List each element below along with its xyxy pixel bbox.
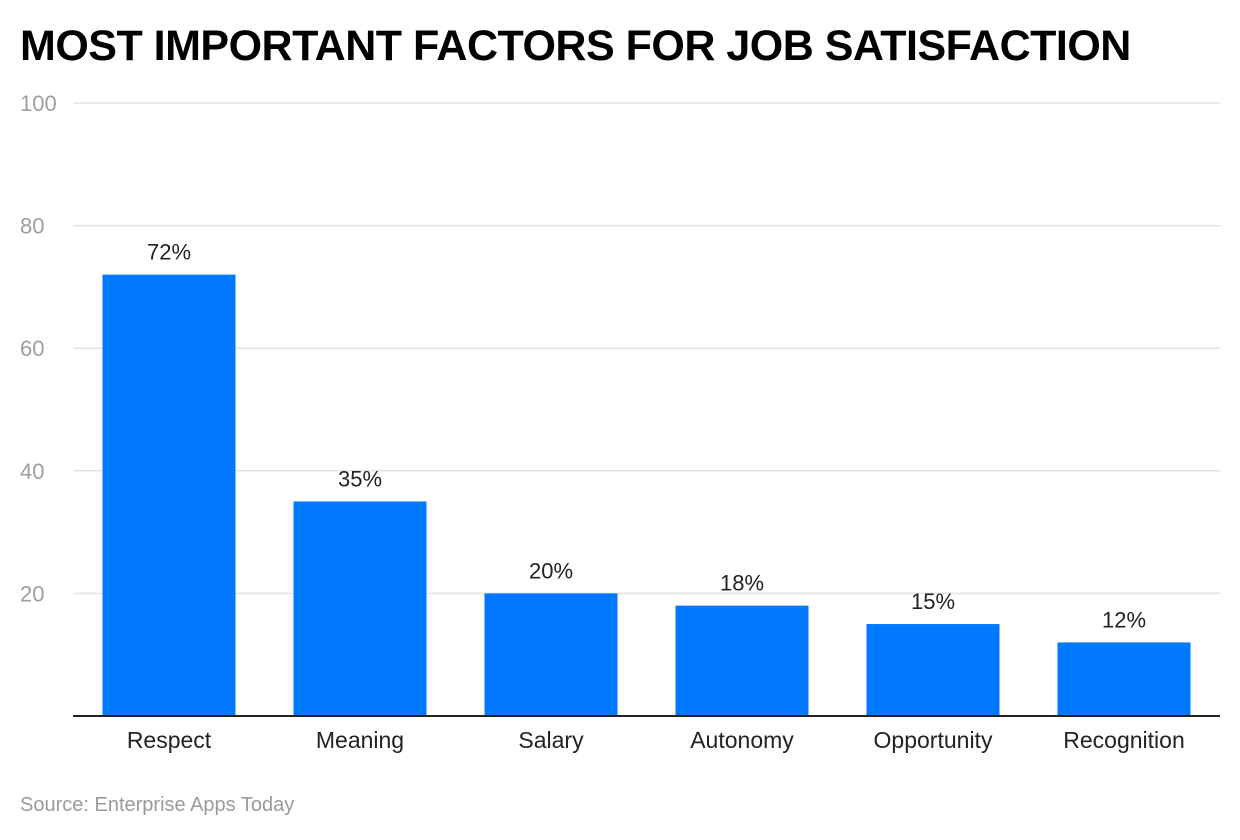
data-label: 35% (338, 466, 382, 491)
data-label: 15% (911, 589, 955, 614)
grid-lines (73, 102, 1220, 595)
data-label: 72% (147, 240, 191, 265)
data-label: 12% (1102, 607, 1146, 632)
data-labels: 72% 35% 20% 18% 15% 12% (147, 240, 1146, 633)
bar (866, 624, 1000, 716)
y-tick-label: 20 (20, 581, 44, 606)
y-axis-ticks: 20 40 60 80 100 (20, 91, 57, 606)
source-note: Source: Enterprise Apps Today (20, 794, 295, 816)
y-tick-label: 60 (20, 336, 44, 361)
bar (102, 274, 236, 716)
bar (1057, 642, 1191, 716)
y-tick-label: 40 (20, 459, 44, 484)
data-label: 18% (720, 571, 764, 596)
bar (293, 501, 427, 716)
bar (675, 605, 809, 716)
category-label: Meaning (316, 727, 404, 753)
category-label: Recognition (1063, 727, 1184, 753)
bars (102, 274, 1191, 716)
y-tick-label: 80 (20, 214, 44, 239)
category-label: Respect (127, 727, 212, 753)
chart-title: MOST IMPORTANT FACTORS FOR JOB SATISFACT… (20, 22, 1131, 70)
bar (484, 593, 618, 716)
x-axis-labels: Respect Meaning Salary Autonomy Opportunity R… (127, 727, 1185, 753)
category-label: Opportunity (874, 727, 993, 753)
category-label: Salary (518, 727, 584, 753)
category-label: Autonomy (690, 727, 794, 753)
y-tick-label: 100 (20, 91, 57, 116)
data-label: 20% (529, 558, 573, 583)
